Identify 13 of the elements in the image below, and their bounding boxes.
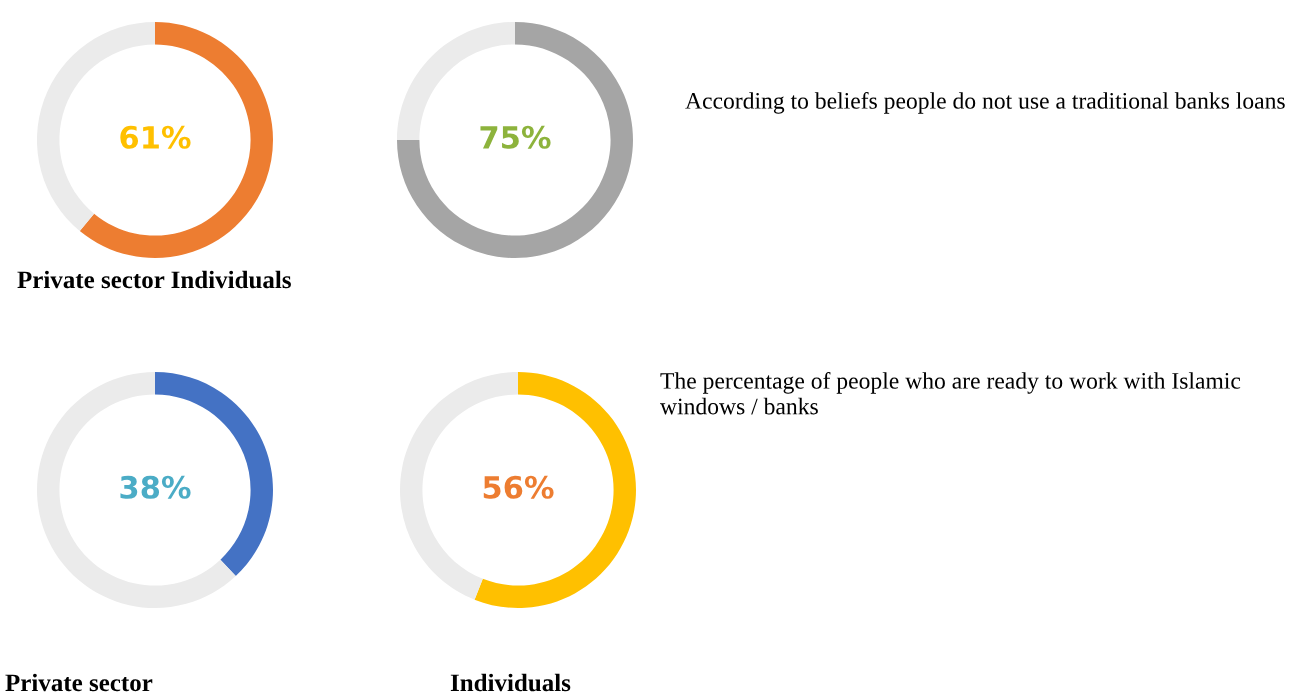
donut-slice [79,22,273,258]
text: Private sector [5,673,153,692]
text: Private sector Individuals [17,270,291,289]
donut-slice [397,22,633,258]
data-label: 61% [120,125,191,149]
data-label: 56% [483,475,554,499]
data-label: 38% [120,475,191,499]
donut-slice [474,372,636,608]
donut-slice [37,372,236,608]
text: According to beliefs people do not use a traditional banks loans [685,92,1285,114]
text: The percentage of people who are ready to work with Islamic windows / banks [660,372,1241,415]
data-label: 75% [480,125,551,149]
text: Individuals [450,673,571,692]
